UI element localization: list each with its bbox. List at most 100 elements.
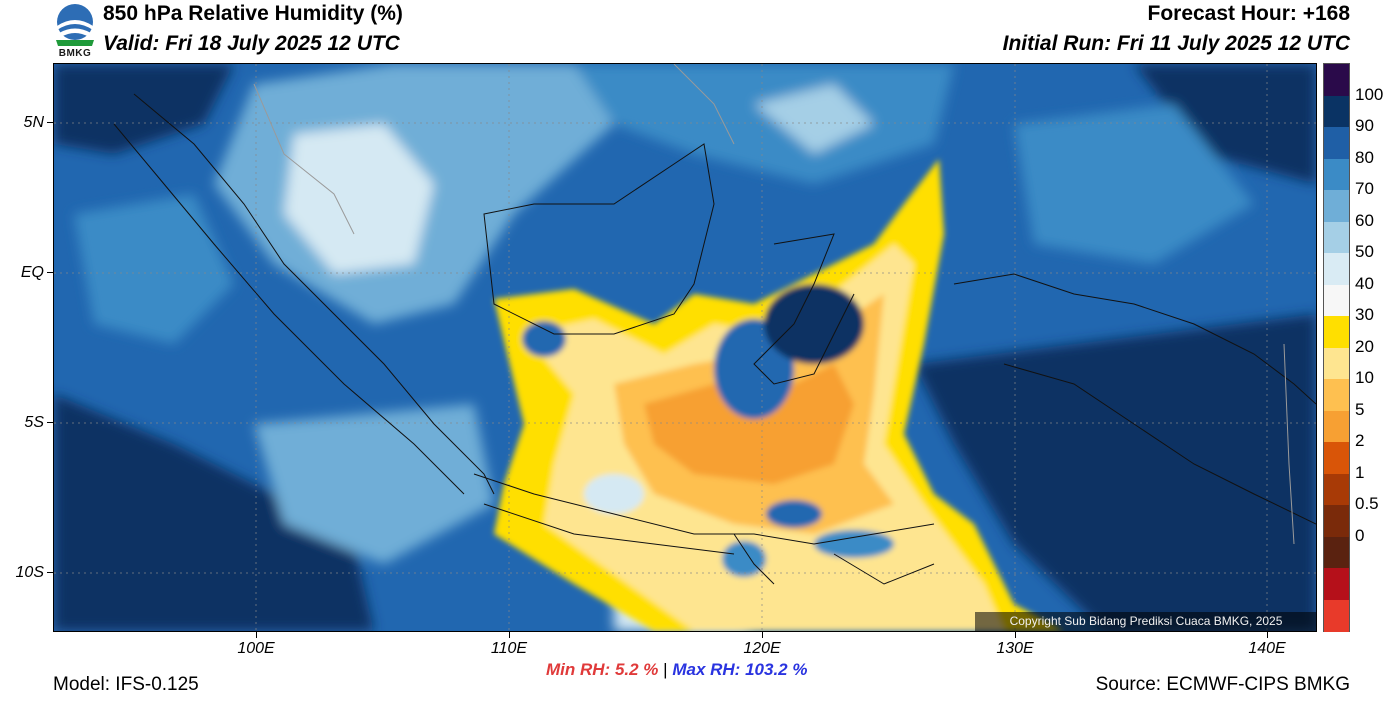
colorbar-segment bbox=[1324, 95, 1349, 128]
moist-island-3 bbox=[764, 284, 864, 364]
lat-label-5s: 5S bbox=[24, 414, 44, 431]
colorbar bbox=[1323, 63, 1350, 632]
lon-tick bbox=[509, 632, 510, 638]
moist-island-1 bbox=[522, 321, 566, 357]
colorbar-segment bbox=[1324, 505, 1349, 537]
model-label: Model: IFS-0.125 bbox=[53, 674, 199, 695]
source-label: Source: ECMWF-CIPS BMKG bbox=[1095, 674, 1350, 695]
colorbar-segment bbox=[1324, 536, 1349, 569]
dry-10 bbox=[644, 364, 854, 484]
sulawesi-coast bbox=[753, 233, 855, 385]
border-2 bbox=[673, 64, 735, 145]
colorbar-label: 20 bbox=[1355, 336, 1374, 356]
moist-island-6 bbox=[814, 530, 894, 558]
light-sw bbox=[254, 404, 494, 564]
colorbar-segment bbox=[1324, 190, 1349, 222]
colorbar-segment bbox=[1324, 221, 1349, 254]
colorbar-segment bbox=[1324, 379, 1349, 411]
timor bbox=[833, 553, 935, 585]
border-1 bbox=[253, 83, 355, 235]
initial-run: Initial Run: Fri 11 July 2025 12 UTC bbox=[1002, 32, 1350, 55]
borneo-coast bbox=[483, 143, 715, 335]
colorbar-label: 60 bbox=[1355, 210, 1374, 230]
moist-ne bbox=[574, 64, 954, 184]
lat-tick bbox=[47, 422, 53, 423]
lon-label-100e: 100E bbox=[237, 640, 275, 657]
lon-tick bbox=[762, 632, 763, 638]
graticule bbox=[54, 64, 1316, 631]
colorbar-label: 40 bbox=[1355, 273, 1374, 293]
colorbar-label: 0.5 bbox=[1355, 494, 1379, 513]
papua-coast-n bbox=[953, 273, 1316, 405]
colorbar-segment bbox=[1324, 473, 1349, 506]
lon-label-120e: 120E bbox=[743, 640, 781, 657]
lon-label-130e: 130E bbox=[996, 640, 1034, 657]
pale-island-1 bbox=[584, 474, 644, 514]
colorbar-label: 90 bbox=[1355, 116, 1374, 135]
lat-tick bbox=[47, 572, 53, 573]
border-3 bbox=[1283, 343, 1295, 545]
map-title: 850 hPa Relative Humidity (%) bbox=[103, 2, 403, 25]
lon-label-140e: 140E bbox=[1248, 640, 1286, 657]
colorbar-label: 70 bbox=[1355, 179, 1374, 198]
colorbar-segment bbox=[1324, 347, 1349, 380]
sumatra-coast bbox=[133, 93, 495, 495]
bmkg-logo-icon bbox=[56, 4, 94, 46]
forecast-hour: Forecast Hour: +168 bbox=[1147, 2, 1351, 25]
humid-nw bbox=[54, 64, 234, 154]
lesser-sunda bbox=[733, 533, 775, 585]
humidity-map: Copyright Sub Bidang Prediksi Cuaca BMKG… bbox=[53, 63, 1317, 632]
moist-west bbox=[74, 194, 234, 344]
bmkg-logo: BMKG bbox=[52, 2, 98, 62]
colorbar-label: 0 bbox=[1355, 525, 1365, 545]
lon-tick bbox=[256, 632, 257, 638]
max-rh-value: 103.2 % bbox=[745, 660, 808, 679]
humidity-field bbox=[54, 64, 1316, 631]
light-ne bbox=[754, 84, 874, 154]
colorbar-label: 100 bbox=[1355, 84, 1384, 104]
humid-sw bbox=[54, 394, 374, 631]
colorbar-segment bbox=[1324, 599, 1349, 632]
moist-island-5 bbox=[722, 541, 766, 577]
papua-coast-s bbox=[1003, 363, 1316, 525]
colorbar-label: 1 bbox=[1355, 462, 1365, 482]
lon-tick bbox=[1267, 632, 1268, 638]
colorbar-segment bbox=[1324, 253, 1349, 285]
java-coast-s bbox=[483, 503, 735, 555]
lat-tick bbox=[47, 122, 53, 123]
lon-label-110e: 110E bbox=[490, 640, 528, 657]
min-rh-label: Min RH: bbox=[546, 660, 611, 679]
sumatra-coast-w bbox=[113, 123, 465, 495]
java-coast bbox=[473, 473, 935, 545]
logo-text: BMKG bbox=[58, 48, 92, 59]
colorbar-segment bbox=[1324, 158, 1349, 191]
moist-east bbox=[1014, 104, 1254, 264]
lon-tick bbox=[1015, 632, 1016, 638]
colorbar-segment bbox=[1324, 316, 1349, 348]
colorbar-segment bbox=[1324, 442, 1349, 474]
moist-island-4 bbox=[766, 500, 822, 528]
lat-tick bbox=[47, 272, 53, 273]
min-max-readout: Min RH: 5.2 % | Max RH: 103.2 % bbox=[546, 660, 807, 680]
colorbar-label: 2 bbox=[1355, 431, 1365, 450]
colorbar-label: 30 bbox=[1355, 305, 1374, 324]
colorbar-segment bbox=[1324, 64, 1349, 96]
min-rh-value: 5.2 % bbox=[614, 660, 659, 679]
lat-label-10s: 10S bbox=[15, 564, 44, 581]
colorbar-label: 80 bbox=[1355, 147, 1374, 167]
colorbar-label: 50 bbox=[1355, 242, 1374, 261]
minmax-separator: | bbox=[663, 660, 668, 679]
humid-ne bbox=[1134, 64, 1316, 184]
colorbar-label: 10 bbox=[1355, 368, 1374, 387]
copyright-note: Copyright Sub Bidang Prediksi Cuaca BMKG… bbox=[975, 612, 1316, 631]
humid-east bbox=[914, 314, 1316, 631]
max-rh-label: Max RH: bbox=[672, 660, 741, 679]
lat-label-5n: 5N bbox=[23, 114, 44, 131]
lat-label-eq: EQ bbox=[20, 264, 44, 281]
borders bbox=[253, 64, 1295, 545]
pale-north bbox=[284, 124, 434, 274]
coastlines bbox=[113, 93, 1316, 585]
colorbar-segment bbox=[1324, 127, 1349, 159]
colorbar-label: 5 bbox=[1355, 399, 1365, 419]
colorbar-segment bbox=[1324, 410, 1349, 443]
